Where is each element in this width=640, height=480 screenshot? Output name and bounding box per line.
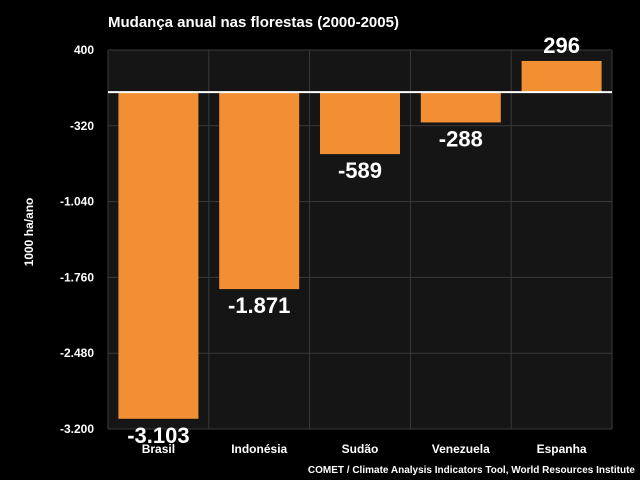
x-tick-label: Sudão	[342, 442, 379, 456]
data-label: -288	[439, 126, 483, 151]
bar-sudão	[320, 92, 400, 155]
x-axis-ticks: Brasil Indonésia Sudão Venezuela Espanha	[142, 442, 587, 456]
y-axis-ticks: 400 -320 -1.040 -1.760 -2.480 -3.200	[60, 43, 94, 436]
data-label: -1.871	[228, 293, 290, 318]
bar-brasil	[118, 92, 199, 419]
y-tick-label: 400	[74, 43, 94, 57]
x-tick-label: Venezuela	[432, 442, 490, 456]
x-tick-label: Indonésia	[231, 442, 287, 456]
bar-indonésia	[219, 92, 300, 290]
y-tick-label: -1.760	[60, 270, 94, 284]
bar-espanha	[521, 60, 602, 93]
bars	[118, 60, 602, 419]
data-label: -3.103	[127, 423, 189, 448]
source-credit: COMET / Climate Analysis Indicators Tool…	[308, 465, 636, 476]
bar-venezuela	[420, 92, 501, 123]
data-label: -589	[338, 158, 382, 183]
x-tick-label: Brasil	[142, 442, 175, 456]
y-tick-label: -320	[70, 119, 94, 133]
y-tick-label: -3.200	[60, 422, 94, 436]
y-tick-label: -1.040	[60, 195, 94, 209]
y-axis-label: 1000 ha/ano	[22, 198, 36, 267]
chart-title: Mudança anual nas florestas (2000-2005)	[108, 14, 399, 31]
data-labels: -3.103 -1.871 -589 -288 296	[127, 33, 580, 448]
x-tick-label: Espanha	[537, 442, 587, 456]
y-tick-label: -2.480	[60, 346, 94, 360]
data-label: 296	[543, 33, 580, 58]
